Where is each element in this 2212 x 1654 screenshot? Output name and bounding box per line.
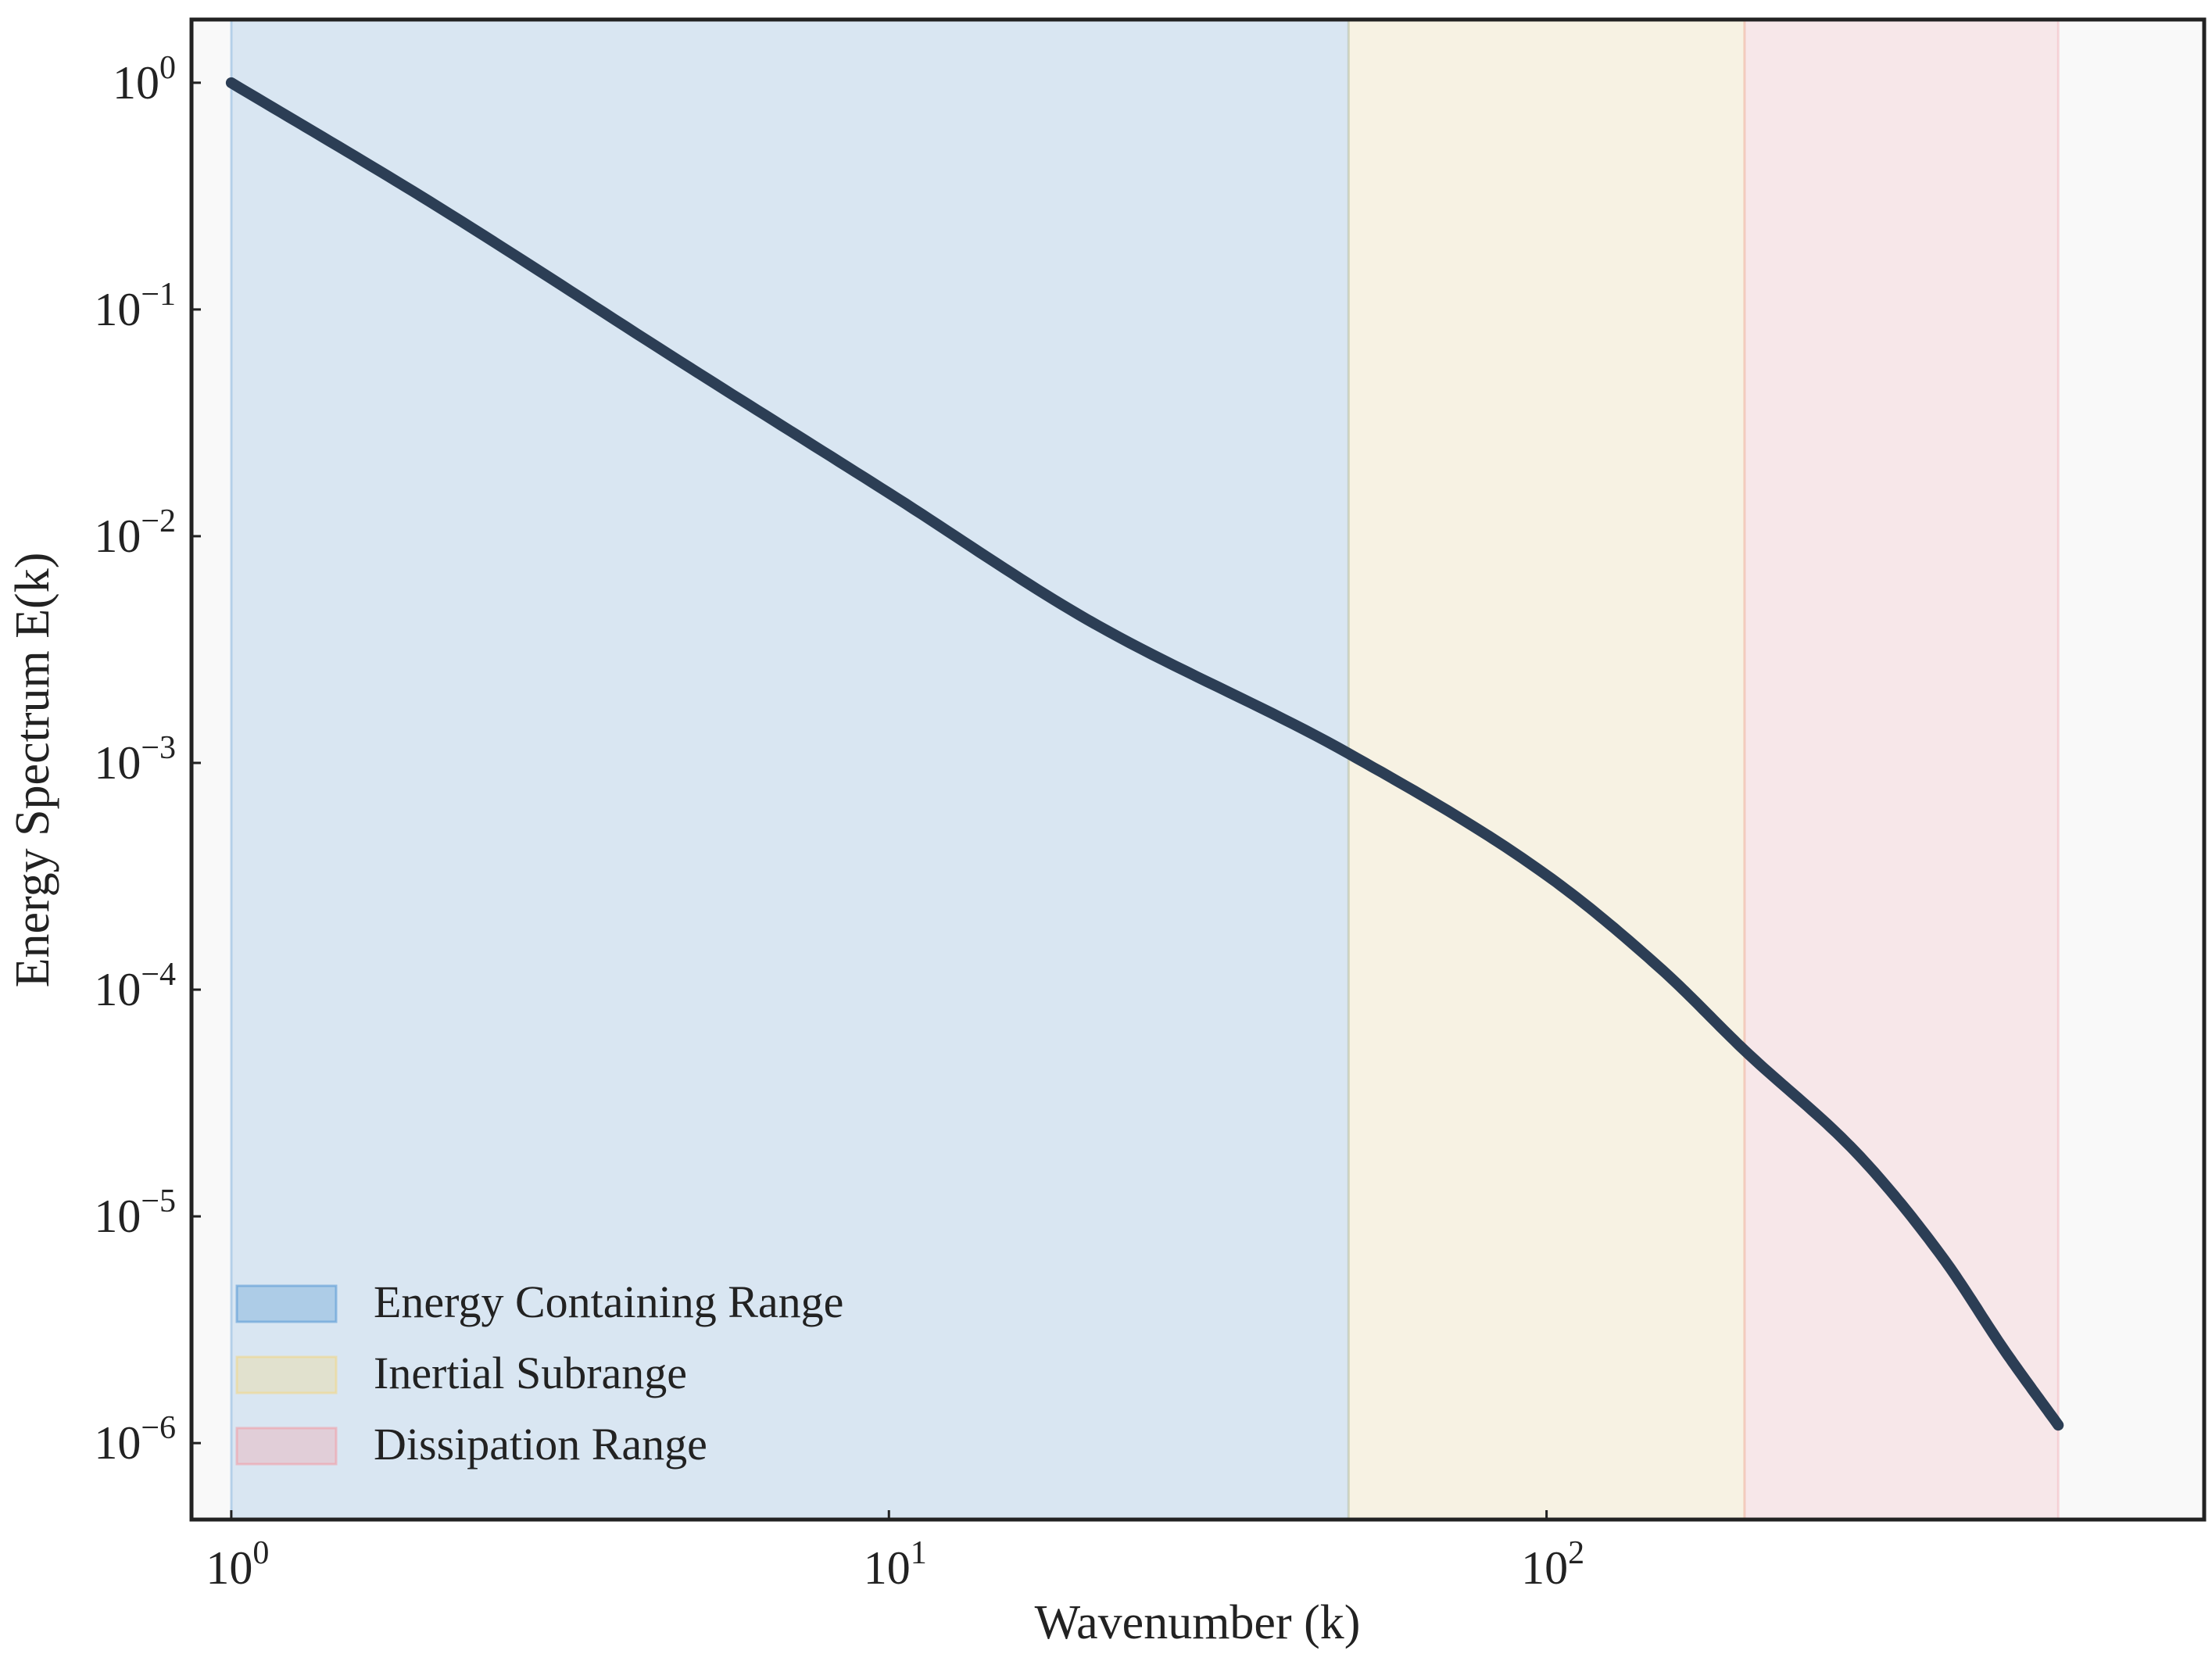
y-tick-label-0: 100	[113, 50, 176, 109]
y-tick-label-3: 10−3	[94, 730, 176, 789]
legend-label-dissipation-range: Dissipation Range	[374, 1419, 707, 1470]
x-tick-label-2: 102	[1521, 1535, 1584, 1594]
region-energy-containing-range	[231, 20, 1349, 1520]
legend: Energy Containing Range Inertial Subrange…	[235, 1276, 843, 1470]
legend-swatch-inertial-subrange	[235, 1355, 338, 1394]
y-tick-label-6: 10−6	[94, 1410, 176, 1469]
shaded-regions	[230, 20, 2060, 1520]
region-inertial-subrange	[1348, 20, 1745, 1520]
series-line-0	[225, 77, 2064, 1431]
x-tick-label-1: 101	[864, 1535, 927, 1594]
legend-label-inertial-subrange: Inertial Subrange	[374, 1348, 687, 1398]
plot-area-background	[191, 20, 2204, 1520]
y-tick-label-5: 10−5	[94, 1183, 176, 1242]
x-tick-label-0: 100	[206, 1535, 269, 1594]
y-tick-label-2: 10−2	[94, 503, 176, 562]
x-axis-label: Wavenumber (k)	[1035, 1596, 1361, 1649]
series-lines	[225, 77, 2064, 1431]
y-axis-label: Energy Spectrum E(k)	[6, 553, 59, 988]
y-tick-label-1: 10−1	[94, 277, 176, 335]
plot-frame	[189, 17, 2207, 1522]
legend-swatch-dissipation-range	[235, 1427, 338, 1466]
legend-label-energy-containing-range: Energy Containing Range	[374, 1276, 843, 1327]
y-tick-label-4: 10−4	[94, 957, 176, 1015]
x-axis-ticks: 100 101 102	[206, 1510, 1584, 1594]
y-axis-ticks: 100 10−1 10−2 10−3 10−4 10−5 10−6	[94, 50, 201, 1469]
legend-swatch-energy-containing-range	[235, 1284, 338, 1323]
region-dissipation-range	[1744, 20, 2059, 1520]
